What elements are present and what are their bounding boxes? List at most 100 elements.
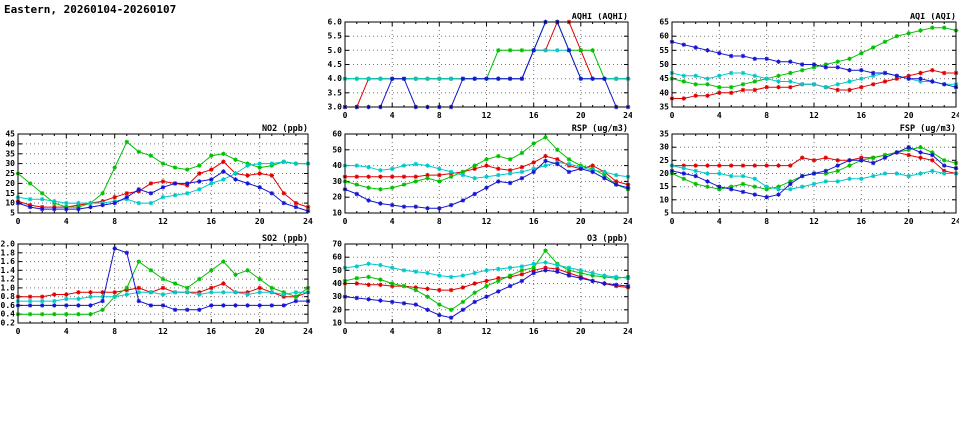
svg-text:12: 12 [809, 217, 819, 224]
svg-text:8: 8 [764, 111, 769, 119]
svg-text:40: 40 [332, 161, 342, 170]
svg-text:0: 0 [670, 111, 675, 119]
chart-aqhi: 3.0 3.5 4.0 4.5 5.0 5.5 6.0 0 4 8 12 16 20 24 AQHI (AQ… [319, 12, 633, 120]
chart-so2: 0.2 0.4 0.6 0.8 1.0 1.2 1.4 1.6 1.8 2.0 0 4 8 12 16 20 2… [0, 234, 313, 336]
svg-text:RSP (ug/m3): RSP (ug/m3) [572, 124, 628, 134]
svg-text:3.5: 3.5 [328, 88, 343, 97]
svg-text:24: 24 [303, 217, 313, 224]
svg-text:16: 16 [529, 217, 539, 224]
svg-text:5: 5 [664, 209, 669, 218]
svg-text:AQI (AQI): AQI (AQI) [910, 13, 956, 22]
svg-text:35: 35 [659, 103, 669, 112]
svg-text:0: 0 [343, 327, 348, 334]
svg-text:0.8: 0.8 [1, 292, 16, 301]
svg-text:20: 20 [576, 217, 586, 224]
svg-text:10: 10 [5, 199, 15, 208]
svg-text:O3 (ppb): O3 (ppb) [587, 234, 628, 244]
chart-no2: 5 10 15 20 25 30 35 40 45 0 4 8 12 16 20 24 NO2 (ppb) [0, 124, 313, 226]
svg-text:0: 0 [670, 217, 675, 224]
svg-text:8: 8 [112, 327, 117, 334]
so2-canvas: 0.20.40.60.81.01.21.41.61.82.0 0 4 8 12 16 20 2… [1, 234, 313, 336]
svg-text:AQHI (AQHI): AQHI (AQHI) [572, 13, 628, 22]
svg-text:SO2 (ppb): SO2 (ppb) [262, 234, 308, 244]
svg-text:5.0: 5.0 [328, 46, 343, 55]
page-title: Eastern, 20260104-20260107 [4, 3, 177, 16]
svg-text:16: 16 [206, 217, 216, 224]
svg-text:40: 40 [332, 279, 342, 288]
svg-text:FSP (ug/m3): FSP (ug/m3) [900, 124, 956, 134]
svg-text:1.4: 1.4 [1, 266, 16, 275]
o3-canvas: 10 20 30 40 50 60 70 0 4 8 12 16 20 24 O3 (ppb) [332, 234, 633, 336]
svg-text:NO2 (ppb): NO2 (ppb) [262, 124, 308, 134]
svg-text:20: 20 [332, 305, 342, 314]
svg-text:16: 16 [856, 217, 866, 224]
svg-text:4: 4 [64, 327, 69, 334]
svg-text:45: 45 [5, 130, 15, 139]
svg-text:16: 16 [206, 327, 216, 334]
svg-text:0.6: 0.6 [1, 301, 16, 310]
svg-text:4: 4 [390, 111, 395, 119]
svg-text:25: 25 [5, 169, 15, 178]
svg-text:1.0: 1.0 [1, 283, 16, 292]
svg-text:40: 40 [659, 88, 669, 97]
svg-text:45: 45 [659, 74, 669, 83]
svg-text:24: 24 [303, 327, 313, 334]
svg-text:30: 30 [659, 143, 669, 152]
svg-text:4: 4 [390, 327, 395, 334]
svg-text:10: 10 [332, 209, 342, 218]
svg-text:12: 12 [482, 217, 492, 224]
svg-text:12: 12 [158, 217, 168, 224]
svg-text:4: 4 [717, 111, 722, 119]
svg-text:30: 30 [332, 177, 342, 186]
svg-text:12: 12 [482, 111, 492, 119]
svg-text:35: 35 [5, 149, 15, 158]
svg-text:20: 20 [659, 169, 669, 178]
svg-text:0.2: 0.2 [1, 319, 16, 328]
svg-text:0.4: 0.4 [1, 310, 16, 319]
svg-text:55: 55 [659, 46, 669, 55]
chart-fsp: 5 10 15 20 25 30 35 0 4 8 12 16 20 24 FSP (ug/m3) [646, 124, 961, 226]
chart-o3: 10 20 30 40 50 60 70 0 4 8 12 16 20 24 O3 (ppb) [319, 234, 633, 336]
svg-text:50: 50 [332, 145, 342, 154]
svg-text:12: 12 [158, 327, 168, 334]
svg-text:8: 8 [112, 217, 117, 224]
svg-text:60: 60 [659, 32, 669, 41]
svg-text:20: 20 [904, 217, 914, 224]
svg-text:0: 0 [16, 327, 21, 334]
svg-text:24: 24 [623, 217, 632, 224]
svg-text:12: 12 [482, 327, 492, 334]
svg-text:24: 24 [951, 217, 959, 224]
svg-text:4: 4 [390, 217, 395, 224]
svg-text:0: 0 [16, 217, 21, 224]
aqi-canvas: 35 40 45 50 55 60 65 0 4 8 12 16 20 24 AQI (AQI) [659, 12, 961, 120]
svg-text:20: 20 [255, 217, 265, 224]
svg-text:8: 8 [437, 217, 442, 224]
svg-text:60: 60 [332, 130, 342, 139]
svg-text:0: 0 [343, 217, 348, 224]
svg-text:16: 16 [529, 327, 539, 334]
svg-text:60: 60 [332, 253, 342, 262]
svg-text:20: 20 [255, 327, 265, 334]
svg-text:35: 35 [659, 130, 669, 139]
svg-text:2.0: 2.0 [1, 240, 16, 249]
svg-text:8: 8 [437, 111, 442, 119]
svg-text:5.5: 5.5 [328, 32, 343, 41]
svg-text:24: 24 [623, 327, 632, 334]
svg-text:20: 20 [576, 327, 586, 334]
svg-text:4.5: 4.5 [328, 60, 343, 69]
svg-text:20: 20 [576, 111, 586, 119]
svg-text:4.0: 4.0 [328, 74, 343, 83]
svg-text:8: 8 [437, 327, 442, 334]
svg-text:50: 50 [659, 60, 669, 69]
rsp-canvas: 10 20 30 40 50 60 0 4 8 12 16 20 24 RSP (ug/m3) [332, 124, 633, 226]
svg-text:10: 10 [659, 195, 669, 204]
svg-text:20: 20 [332, 193, 342, 202]
svg-text:12: 12 [809, 111, 819, 119]
svg-text:20: 20 [5, 179, 15, 188]
svg-text:25: 25 [659, 156, 669, 165]
svg-text:24: 24 [623, 111, 632, 119]
svg-text:50: 50 [332, 266, 342, 275]
svg-text:15: 15 [5, 189, 15, 198]
svg-text:16: 16 [529, 111, 539, 119]
